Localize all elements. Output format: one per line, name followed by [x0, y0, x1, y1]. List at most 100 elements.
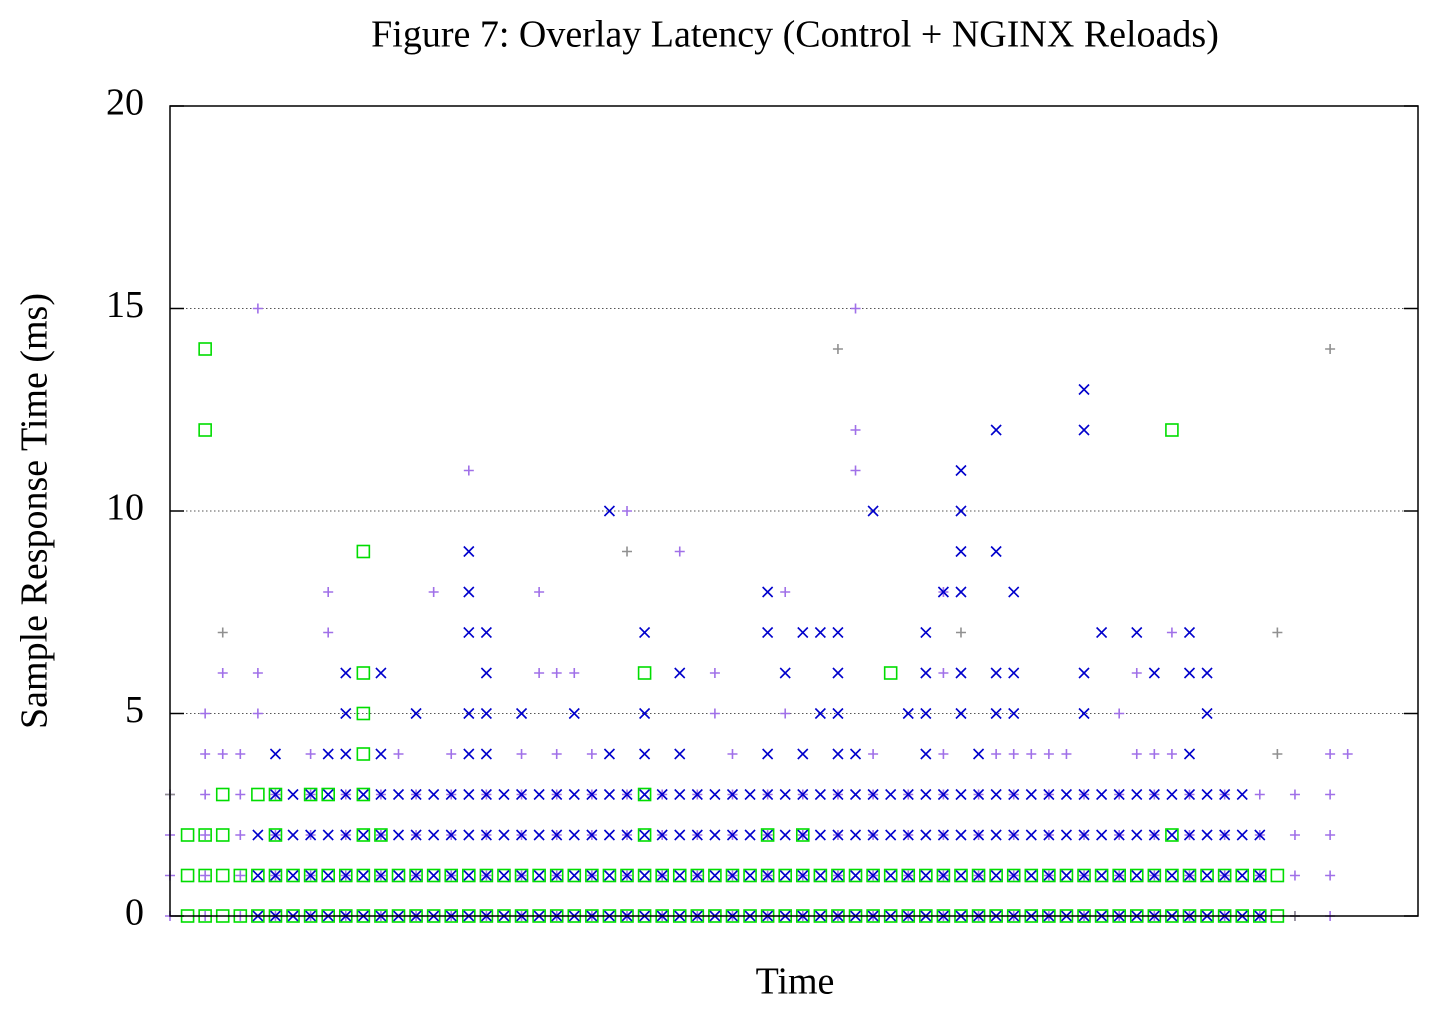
point [990, 707, 1002, 720]
point [444, 868, 459, 883]
point [340, 869, 352, 882]
point [762, 869, 774, 882]
y-axis-label: Sample Response Time (ms) [14, 293, 56, 729]
point [586, 829, 598, 841]
point [902, 788, 914, 801]
point [235, 830, 246, 840]
point [955, 829, 967, 841]
point [200, 830, 211, 840]
point [1078, 424, 1090, 436]
point [445, 869, 457, 882]
point [251, 787, 265, 802]
point [392, 788, 405, 801]
point [936, 868, 951, 883]
point [902, 829, 914, 841]
point [445, 788, 457, 801]
point [867, 869, 879, 882]
point [305, 749, 316, 759]
point [514, 868, 529, 883]
point [621, 869, 633, 882]
point [814, 869, 826, 882]
point [1008, 586, 1020, 598]
point [1096, 788, 1108, 801]
point [356, 787, 371, 802]
point [200, 749, 211, 759]
point [762, 829, 774, 841]
point [269, 869, 282, 882]
point [1008, 788, 1020, 801]
point [1026, 749, 1037, 759]
point [463, 545, 475, 558]
point [902, 707, 914, 720]
point [691, 829, 703, 841]
point [744, 829, 756, 841]
point [744, 869, 756, 882]
point [586, 788, 598, 801]
point [850, 303, 861, 314]
point [1113, 788, 1125, 801]
point [920, 748, 932, 760]
point [463, 465, 474, 476]
point [1025, 788, 1037, 801]
point [971, 868, 986, 883]
point [287, 788, 299, 801]
point [215, 868, 230, 883]
point [568, 788, 580, 801]
point [709, 829, 721, 841]
point [603, 869, 616, 882]
point [356, 828, 371, 842]
point [832, 344, 843, 354]
point [463, 869, 475, 882]
point [622, 506, 633, 516]
point [656, 788, 668, 801]
point [1025, 869, 1037, 882]
point [709, 869, 721, 882]
point [1289, 870, 1300, 881]
point [972, 829, 985, 841]
point [1183, 829, 1196, 841]
point [779, 869, 791, 882]
point [534, 587, 545, 597]
point [602, 868, 617, 883]
point [322, 748, 334, 760]
point [217, 627, 228, 638]
point [269, 829, 282, 841]
point [937, 869, 949, 882]
y-tick-label: 15 [106, 284, 144, 326]
point [795, 868, 810, 883]
point [832, 748, 844, 760]
point [305, 788, 317, 801]
point [428, 829, 440, 841]
point [463, 748, 475, 760]
point [1325, 749, 1336, 759]
point [901, 868, 916, 883]
point [1024, 868, 1039, 883]
point [1148, 829, 1160, 841]
point [656, 829, 668, 841]
point [410, 707, 422, 720]
point [549, 868, 564, 883]
point [515, 829, 528, 841]
point [639, 829, 651, 841]
point [674, 788, 686, 801]
point [1201, 869, 1213, 882]
point [1148, 667, 1160, 679]
point [498, 829, 510, 841]
point [674, 829, 686, 841]
point [532, 868, 546, 883]
point [1201, 829, 1213, 841]
point [1166, 869, 1178, 882]
point [867, 505, 879, 517]
point [1166, 829, 1178, 841]
point [955, 464, 967, 477]
point [200, 789, 211, 800]
point [1165, 423, 1179, 437]
point [1342, 749, 1353, 759]
point [622, 546, 633, 557]
point [1129, 868, 1144, 883]
point [955, 869, 967, 882]
point [1008, 707, 1020, 720]
point [690, 868, 705, 883]
point [990, 788, 1002, 801]
point [1201, 788, 1213, 801]
